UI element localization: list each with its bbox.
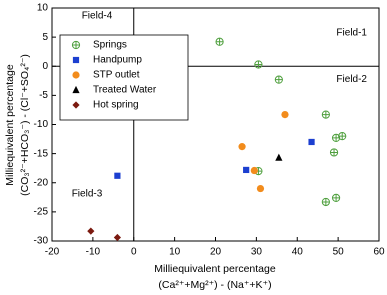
legend-label: STP outlet <box>93 70 140 81</box>
y-tick-label: -5 <box>39 90 48 101</box>
legend-marker <box>72 71 80 79</box>
marker-shape <box>215 38 224 46</box>
marker-shape <box>254 60 263 69</box>
x-tick-label: 30 <box>251 247 263 258</box>
field-label: Field-1 <box>336 28 367 39</box>
legend-marker <box>72 56 80 64</box>
legend-marker <box>71 40 81 50</box>
y-tick-label: 0 <box>42 61 48 72</box>
legend-marker <box>72 101 80 109</box>
y-axis-title: (CO₃²⁻+HCO₃⁻) - (Cl⁻+SO₄²⁻) <box>19 54 31 196</box>
point <box>254 60 263 69</box>
x-tick-label: 0 <box>131 247 137 258</box>
point <box>275 153 283 161</box>
point <box>281 110 289 119</box>
point <box>338 132 347 141</box>
field-label: Field-3 <box>72 188 103 199</box>
marker-shape <box>275 76 283 84</box>
point <box>215 37 224 46</box>
legend-marker <box>72 85 80 94</box>
legend-label: Springs <box>93 40 127 51</box>
point <box>321 197 330 207</box>
y-tick-label: 10 <box>37 3 49 14</box>
field-label: Field-4 <box>82 11 113 22</box>
marker-shape <box>322 110 330 119</box>
marker-shape <box>332 194 340 202</box>
point <box>274 75 283 84</box>
point <box>329 148 339 157</box>
x-tick-label: 10 <box>169 247 181 258</box>
legend-label: Treated Water <box>93 85 157 96</box>
point <box>321 110 330 119</box>
point <box>243 166 250 174</box>
x-tick-label: 60 <box>373 247 385 258</box>
legend-label: Hot spring <box>93 100 139 111</box>
point <box>113 233 121 242</box>
point <box>114 172 121 179</box>
x-tick-label: -20 <box>45 247 60 258</box>
field-label: Field-2 <box>336 74 367 85</box>
point <box>87 227 95 235</box>
point <box>331 193 341 202</box>
marker-shape <box>72 41 80 49</box>
x-tick-label: 50 <box>333 247 345 258</box>
y-tick-label: -10 <box>34 119 49 130</box>
point <box>250 166 258 175</box>
marker-shape <box>332 134 340 142</box>
legend-label: Handpump <box>93 55 142 66</box>
marker-shape <box>330 148 338 157</box>
x-axis-title: (Ca²⁺+Mg²⁺) - (Na⁺+K⁺) <box>158 279 271 291</box>
y-tick-label: -25 <box>34 207 49 218</box>
marker-shape <box>322 198 330 206</box>
marker-shape <box>338 132 346 140</box>
point <box>238 143 246 151</box>
x-tick-label: 20 <box>210 247 222 258</box>
legend-box <box>59 34 189 121</box>
point <box>308 138 315 146</box>
y-tick-label: 5 <box>42 32 48 43</box>
x-tick-label: -10 <box>86 247 101 258</box>
point <box>256 184 265 193</box>
y-tick-label: -30 <box>34 236 49 247</box>
y-tick-label: -15 <box>34 148 49 159</box>
x-axis-title: Milliequivalent percentage <box>154 263 276 275</box>
y-tick-label: -20 <box>34 177 49 188</box>
x-tick-label: 40 <box>292 247 304 258</box>
point <box>331 133 341 142</box>
y-axis-title: Milliequivalent percentage <box>4 64 16 186</box>
